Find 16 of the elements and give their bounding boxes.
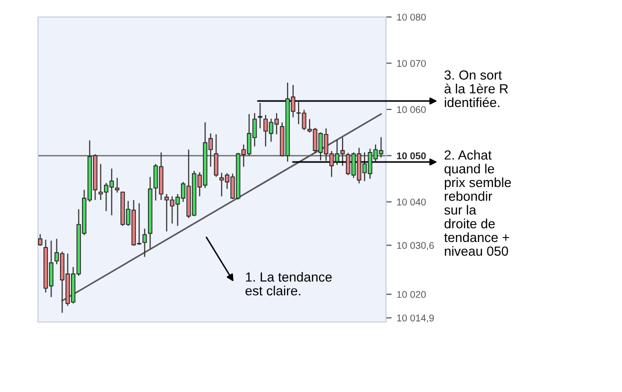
y-tick-label: 10 050 <box>397 152 426 160</box>
y-tick-label: 10 080 <box>397 14 426 21</box>
candlestick <box>214 134 218 178</box>
candlestick <box>114 177 120 194</box>
candlestick <box>258 102 262 129</box>
y-tick-label: 10 040 <box>397 198 426 206</box>
text: 3. On sort à la 1ère R identifiée. <box>444 70 508 108</box>
text: 2. Achat quand le prix semble rebondir sur la droite de tendance + niveau 050 <box>444 150 511 256</box>
annotation: 1. La tendance est claire. <box>246 272 332 296</box>
y-tick-label: 10 030,6 <box>397 242 434 250</box>
y-tick-label: 10 020 <box>397 291 426 298</box>
candlestick <box>38 234 42 246</box>
y-tick-label: 10 060 <box>397 106 426 114</box>
y-tick-label: 10 070 <box>397 60 426 67</box>
candlestick <box>142 228 147 258</box>
y-tick-label: 10 014,9 <box>397 314 434 323</box>
